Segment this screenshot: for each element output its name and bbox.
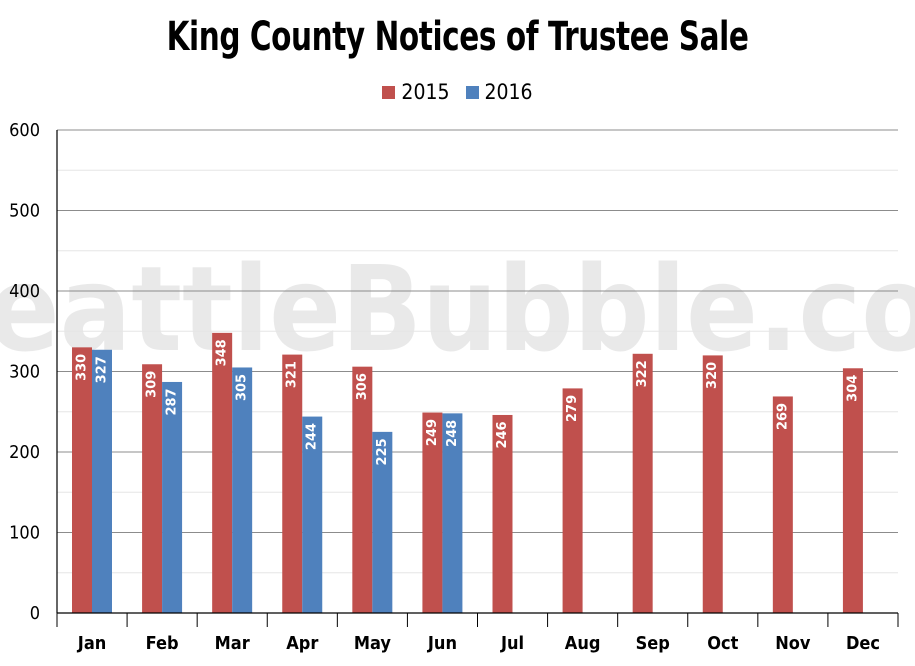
x-tick-label-feb: Feb <box>146 633 179 654</box>
gridlines <box>57 129 898 614</box>
bar-2015-nov <box>772 396 793 613</box>
data-label-2015-apr: 321 <box>285 361 300 388</box>
bar-2015-mar <box>212 332 233 613</box>
legend-swatch-2016 <box>465 85 479 99</box>
data-label-2015-sep: 322 <box>635 360 650 387</box>
legend-label-2015: 2015 <box>401 80 450 104</box>
data-label-2015-dec: 304 <box>845 375 860 402</box>
data-label-2015-aug: 279 <box>565 395 580 422</box>
bar-2016-mar <box>232 367 253 613</box>
data-label-2016-apr: 244 <box>305 423 320 450</box>
legend: 2015 2016 <box>0 80 915 104</box>
bar-2015-oct <box>702 355 723 613</box>
bar-2015-jun <box>422 412 443 613</box>
data-label-2016-mar: 305 <box>235 374 250 401</box>
y-axis-ticks: 0 100 200 300 400 500 600 <box>9 120 40 624</box>
legend-swatch-2015 <box>382 85 396 99</box>
data-label-2015-jul: 246 <box>495 421 510 448</box>
legend-item-2016: 2016 <box>465 80 533 104</box>
bars <box>72 332 863 613</box>
x-tick-label-may: May <box>354 633 391 654</box>
data-label-2015-nov: 269 <box>775 403 790 430</box>
bar-2015-may <box>352 366 373 613</box>
watermark: SeattleBubble.com <box>0 240 915 378</box>
x-tick-label-oct: Oct <box>707 633 738 654</box>
data-label-2015-feb: 309 <box>145 371 160 398</box>
bar-2016-apr <box>302 416 323 613</box>
bar-2016-feb <box>162 381 183 613</box>
bar-2016-jan <box>92 349 112 613</box>
y-tick-label: 400 <box>9 281 40 302</box>
bar-2015-apr <box>282 354 303 613</box>
bar-2016-may <box>372 431 393 613</box>
x-tick-label-apr: Apr <box>286 633 318 654</box>
data-label-2016-jun: 248 <box>445 420 460 447</box>
legend-item-2015: 2015 <box>382 80 450 104</box>
data-label-2015-may: 306 <box>355 373 370 400</box>
x-tick-label-aug: Aug <box>565 633 601 654</box>
data-label-2015-jun: 249 <box>425 419 440 446</box>
y-tick-label: 0 <box>30 603 40 624</box>
data-labels: 330 327 309 287 348 305 321 244 306 225 249 248 246 2… <box>75 339 861 465</box>
y-tick-label: 300 <box>9 362 40 383</box>
x-tick-label-mar: Mar <box>215 633 250 654</box>
bar-2015-dec <box>842 368 863 613</box>
bar-2015-jan <box>72 347 92 613</box>
x-tick-label-sep: Sep <box>636 633 670 654</box>
x-tick-label-jun: Jun <box>427 633 457 654</box>
data-label-2016-jan: 327 <box>95 356 110 383</box>
chart-title: King County Notices of Trustee Sale <box>166 14 749 60</box>
bar-2015-sep <box>632 353 653 613</box>
x-tick-label-jan: Jan <box>77 633 106 654</box>
y-tick-label: 100 <box>9 523 40 544</box>
y-tick-label: 500 <box>9 201 40 222</box>
data-label-2016-feb: 287 <box>165 388 180 415</box>
y-tick-label: 200 <box>9 442 40 463</box>
bar-2015-feb <box>142 364 163 613</box>
x-tick-label-nov: Nov <box>775 633 811 654</box>
x-axis: Jan Feb Mar Apr May Jun Jul Aug Sep Oct Nov Dec <box>56 130 899 654</box>
y-tick-label: 600 <box>9 120 40 141</box>
legend-label-2016: 2016 <box>484 80 533 104</box>
bar-2015-jul <box>492 414 513 613</box>
x-tick-label-jul: Jul <box>500 633 524 654</box>
data-label-2015-oct: 320 <box>705 362 720 389</box>
bar-2015-aug <box>562 388 583 613</box>
bar-2016-jun <box>442 413 463 613</box>
data-label-2016-may: 225 <box>375 438 390 465</box>
x-tick-label-dec: Dec <box>846 633 880 654</box>
data-label-2015-jan: 330 <box>75 354 90 381</box>
data-label-2015-mar: 348 <box>215 339 230 366</box>
